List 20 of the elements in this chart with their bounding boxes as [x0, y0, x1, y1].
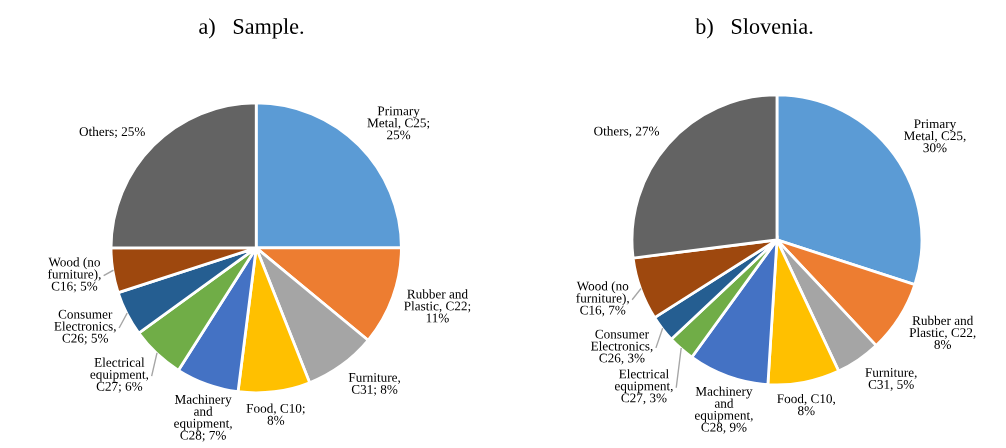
slice-label: Furniture, C31, 5% [865, 368, 917, 391]
slice-label: Primary Metal, C25, 30% [904, 119, 966, 153]
slice-label: Electrical equipment, C27; 6% [90, 357, 149, 393]
slice-label: Consumer Electronics, C26; 5% [54, 309, 116, 345]
slice-label: Rubber and Plastic, C22, 8% [909, 315, 976, 350]
slice-label: Others, 27% [594, 126, 660, 138]
slice-label: Machinery and equipment, C28, 9% [694, 386, 753, 434]
chart-title: a) Sample. [199, 18, 304, 39]
slice-label: Food, C10; 8% [246, 403, 305, 425]
slice-label: Others; 25% [79, 126, 145, 138]
slice-label: Primary Metal, C25; 25% [367, 106, 430, 140]
slice-label: Furniture, C31; 8% [348, 373, 400, 396]
slice-label: Wood (no furniture), C16, 7% [576, 281, 629, 317]
chart-title: b) Slovenia. [695, 18, 813, 39]
slice-label: Electrical equipment, C27, 3% [614, 369, 673, 405]
slice-label: Machinery and equipment, C28; 7% [174, 394, 232, 442]
slice-label: Wood (no furniture), C16; 5% [47, 257, 101, 293]
slice-label: Rubber and Plastic, C22; 11% [404, 289, 471, 323]
slice-label: Food, C10, 8% [777, 393, 835, 416]
slice-label: Consumer Electronics, C26, 3% [591, 329, 653, 365]
